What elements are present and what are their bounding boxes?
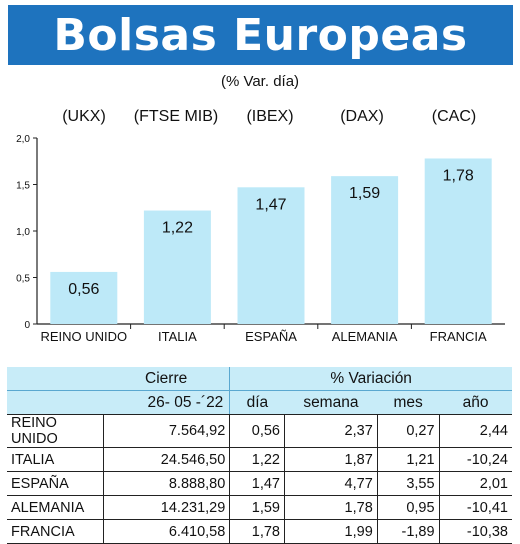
x-category-label: REINO UNIDO [40,329,127,344]
x-category-label: ITALIA [158,329,197,344]
mes-cell: 3,55 [376,471,440,496]
mes-cell: -1,89 [376,519,440,544]
bar [424,158,492,324]
page-title: Bolsas Europeas [53,9,468,61]
title-banner: Bolsas Europeas [8,5,513,65]
data-label: 1,78 [443,167,474,184]
dia-cell: 0,56 [229,414,285,448]
table-subheader-blank [7,390,103,415]
x-category-label: FRANCIA [430,329,487,344]
table-header-blank [7,367,103,391]
table-header-date: 26- 05 -´22 [103,390,230,415]
y-tick-label: 2,0 [16,134,30,145]
y-tick-label: 1,0 [16,227,30,238]
semana-cell: 1,87 [284,447,378,472]
data-label: 1,47 [255,196,286,213]
semana-cell: 1,78 [284,495,378,520]
index-label-ukx: (UKX) [62,108,106,125]
row-name: ESPAÑA [7,471,103,496]
table-row: ITALIA 24.546,50 1,22 1,87 1,21 -10,24 [7,447,512,472]
bar [237,187,305,324]
anio-cell: 2,01 [438,471,512,496]
semana-cell: 2,37 [284,414,378,448]
anio-cell: -10,41 [438,495,512,520]
table-row: FRANCIA 6.410,58 1,78 1,99 -1,89 -10,38 [7,519,512,544]
table-header-anio: año [439,390,512,415]
table-header-cierre: Cierre [103,367,230,391]
table-row: ESPAÑA 8.888,80 1,47 4,77 3,55 2,01 [7,471,512,496]
bar [50,271,118,324]
table-header-dia: día [229,390,285,415]
table-header-semana: semana [284,390,378,415]
anio-cell: 2,44 [438,414,512,448]
table-row: ALEMANIA 14.231,29 1,59 1,78 0,95 -10,41 [7,495,512,520]
table-header-variacion: % Variación [229,367,512,391]
row-name: FRANCIA [7,519,103,544]
table-header-mes: mes [377,390,440,415]
y-tick-label: 1,5 [16,181,30,192]
dia-cell: 1,59 [229,495,285,520]
data-label: 1,59 [349,185,380,202]
bar-chart: 0 0,5 1,0 1,5 2,0 0,56 REINO UNIDO 1,22 ITALIA 1,… [16,134,505,344]
row-name: ALEMANIA [7,495,103,520]
bar [143,210,211,324]
index-label-dax: (DAX) [340,108,384,125]
data-label: 0,56 [68,281,99,298]
mes-cell: 0,27 [376,414,440,448]
dia-cell: 1,47 [229,471,285,496]
row-name: ITALIA [7,447,103,472]
mes-cell: 0,95 [376,495,440,520]
cierre-cell: 6.410,58 [102,519,230,544]
cierre-cell: 7.564,92 [102,414,230,448]
dia-cell: 1,22 [229,447,285,472]
anio-cell: -10,38 [438,519,512,544]
semana-cell: 1,99 [284,519,378,544]
market-table: Cierre % Variación 26- 05 -´22 día seman… [7,367,512,544]
anio-cell: -10,24 [438,447,512,472]
y-tick-label: 0,5 [16,274,30,285]
chart-subtitle: (% Var. día) [220,73,300,90]
mes-cell: 1,21 [376,447,440,472]
x-category-label: ALEMANIA [332,329,398,344]
table-row: REINO UNIDO 7.564,92 0,56 2,37 0,27 2,44 [7,414,512,448]
index-label-ibex: (IBEX) [246,108,294,125]
x-category-label: ESPAÑA [245,329,297,344]
cierre-cell: 14.231,29 [102,495,230,520]
bar [331,176,399,324]
dia-cell: 1,78 [229,519,285,544]
semana-cell: 4,77 [284,471,378,496]
cierre-cell: 8.888,80 [102,471,230,496]
data-label: 1,22 [162,220,193,237]
index-label-ftse-mib: (FTSE MIB) [133,108,219,125]
row-name: REINO UNIDO [7,414,103,448]
y-tick-label: 0 [24,320,30,331]
cierre-cell: 24.546,50 [102,447,230,472]
index-label-cac: (CAC) [431,108,477,125]
